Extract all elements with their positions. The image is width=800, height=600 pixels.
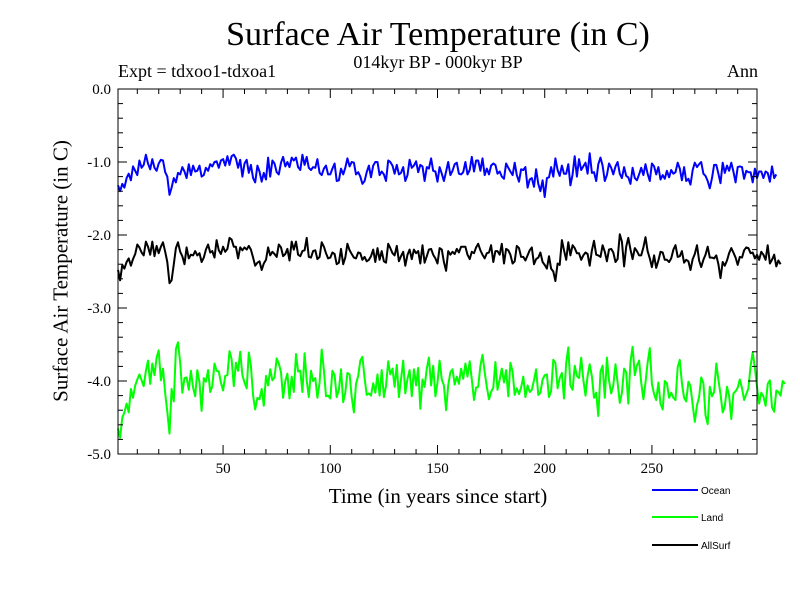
x-tick-label: 150 [426, 461, 449, 477]
legend-label-land: Land [701, 513, 723, 524]
y-tick-label: -4.0 [87, 374, 111, 390]
series-line-allsurf [117, 233, 782, 285]
plot-frame [117, 88, 758, 455]
x-tick-label: 250 [641, 461, 664, 477]
chart-subtitle: 014kyr BP - 000kyr BP [353, 52, 523, 72]
series-line-land [117, 341, 786, 439]
legend-label-ocean: Ocean [701, 486, 730, 497]
legend: Ocean Land AllSurf [652, 486, 731, 552]
x-axis-label: Time (in years since start) [328, 484, 548, 508]
y-tick-label: 0.0 [92, 82, 111, 98]
chart-title: Surface Air Temperature (in C) [226, 16, 650, 53]
season-label: Ann [727, 61, 758, 81]
y-tick-label: -3.0 [87, 301, 111, 317]
ticks-layer: 50 100 150 200 250 0.0 -1.0 -2.0 -3.0 -4.0 -5.0 [87, 82, 757, 477]
y-tick-label: -1.0 [87, 155, 111, 171]
legend-label-allsurf: AllSurf [701, 541, 731, 552]
series-line-ocean [117, 152, 778, 198]
x-tick-label: 50 [216, 461, 231, 477]
series-layer [117, 152, 786, 439]
x-tick-label: 200 [533, 461, 556, 477]
y-tick-label: -5.0 [87, 447, 111, 463]
experiment-label: Expt = tdxoo1-tdxoa1 [118, 61, 277, 81]
x-tick-label: 100 [319, 461, 342, 477]
y-tick-label: -2.0 [87, 228, 111, 244]
